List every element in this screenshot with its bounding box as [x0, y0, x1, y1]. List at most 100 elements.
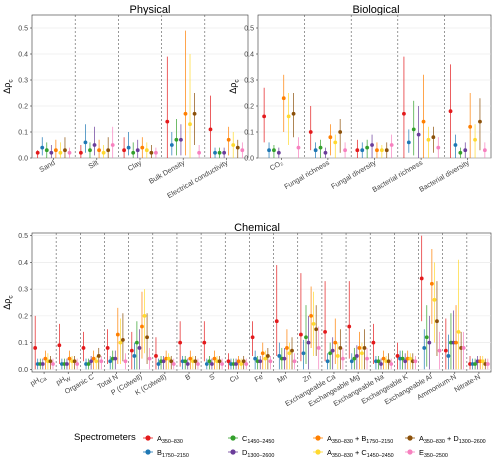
point-c1450-2450 [352, 356, 357, 361]
point-e350-2500 [154, 150, 158, 155]
point-a-b [381, 356, 386, 361]
point-e350-2500 [340, 356, 345, 361]
point-c1450-2450 [207, 359, 212, 364]
point-d1300-2600 [137, 346, 142, 350]
legend-label: D1300–2600 [242, 448, 274, 459]
point-a-b [53, 148, 58, 153]
x-tick-label-fungal-richness: Fungal richness [282, 158, 331, 191]
y-tick-label: 0.0 [18, 156, 28, 163]
point-b1750-2150 [213, 150, 217, 155]
y-tick-label: 0.5 [244, 26, 254, 33]
point-a-c [118, 340, 123, 345]
point-e350-2500 [365, 356, 369, 361]
point-a350-830 [443, 348, 448, 353]
point-a-d [169, 359, 174, 364]
legend-label: C1450–2450 [242, 434, 274, 445]
y-tick-label: 0.5 [18, 233, 28, 240]
point-d1300-2600 [258, 359, 263, 364]
point-a-c [311, 321, 316, 326]
point-e350-2500 [99, 359, 104, 364]
point-a-b [226, 137, 231, 142]
point-a-c [263, 356, 268, 361]
point-c1450-2450 [88, 148, 92, 153]
point-e350-2500 [171, 362, 176, 366]
point-e350-2500 [437, 348, 442, 353]
point-a-d [435, 319, 439, 324]
point-a-b [328, 135, 333, 140]
point-e350-2500 [240, 148, 245, 153]
point-a-c [142, 313, 147, 318]
point-a350-830 [165, 119, 170, 124]
point-a-c [480, 359, 485, 364]
point-e350-2500 [343, 148, 347, 153]
point-e350-2500 [220, 362, 224, 366]
point-a-b [140, 324, 144, 329]
point-e350-2500 [268, 359, 273, 364]
point-a-b [468, 124, 473, 129]
point-c1450-2450 [400, 356, 405, 361]
point-a-b [140, 145, 145, 150]
point-a-b [281, 96, 286, 101]
x-tick-label-bulk-density: Bulk Density [147, 158, 186, 186]
point-a-b [91, 356, 96, 361]
point-a-d [431, 135, 436, 140]
point-d1300-2600 [135, 148, 140, 153]
point-d1300-2600 [403, 359, 408, 364]
point-e350-2500 [296, 145, 301, 150]
point-b1750-2150 [156, 362, 161, 366]
point-d1300-2600 [282, 356, 287, 361]
legend-label: A350–830 + C1450–2450 [327, 448, 394, 459]
point-d1300-2600 [463, 148, 468, 153]
point-e350-2500 [389, 143, 394, 147]
point-d1300-2600 [89, 359, 94, 364]
point-a-d [265, 354, 270, 358]
legend-item-a-d: A350–830 + D1300–2600 [405, 434, 486, 445]
x-tick-label-sand: Sand [38, 158, 57, 174]
point-a-d [338, 130, 343, 134]
point-a-d [338, 346, 343, 350]
legend-item-b1750-2150: B1750–2150 [143, 448, 189, 459]
point-e350-2500 [292, 359, 297, 364]
point-a-d [48, 359, 53, 364]
point-a350-830 [202, 340, 207, 345]
legend-title: Spectrometers [74, 432, 136, 443]
x-tick-label-s: S [208, 372, 217, 382]
point-d1300-2600 [276, 150, 281, 155]
point-a-c [231, 143, 236, 147]
legend-label: E350–2500 [419, 448, 448, 459]
point-c1450-2450 [272, 148, 276, 153]
legend-swatch-point [145, 435, 151, 441]
y-tick-label: 0.3 [18, 287, 28, 294]
point-e350-2500 [75, 362, 80, 366]
point-a-b [67, 356, 72, 361]
point-d1300-2600 [161, 359, 166, 364]
point-a-d [145, 335, 149, 340]
point-a-c [426, 137, 431, 142]
point-e350-2500 [123, 359, 128, 364]
point-d1300-2600 [40, 362, 45, 366]
point-a-d [290, 348, 294, 353]
point-b1750-2150 [277, 354, 282, 358]
point-a-d [384, 148, 389, 153]
point-a-c [335, 354, 340, 358]
point-a-d [217, 359, 222, 364]
x-tick-label-co: CO₂ [268, 158, 284, 173]
x-tick-label-bacterial-diversity: Bacterial diversity [417, 158, 471, 194]
point-e350-2500 [389, 362, 394, 366]
point-a350-830 [154, 354, 158, 358]
point-a-d [291, 111, 296, 116]
point-a-d [386, 359, 391, 364]
point-a-c [239, 362, 244, 366]
panel-frame [31, 14, 249, 159]
x-tick-label-nitrate-n: Nitrate-N [453, 372, 482, 394]
legend-item-a350-830: A350–830 [143, 434, 183, 445]
point-a-b [212, 356, 217, 361]
point-a-d [96, 354, 101, 358]
point-e350-2500 [413, 359, 418, 364]
point-a-d [314, 327, 319, 332]
point-a-b [97, 148, 101, 153]
point-d1300-2600 [323, 150, 328, 155]
point-a350-830 [122, 148, 126, 153]
y-tick-label: 0.2 [18, 313, 28, 320]
